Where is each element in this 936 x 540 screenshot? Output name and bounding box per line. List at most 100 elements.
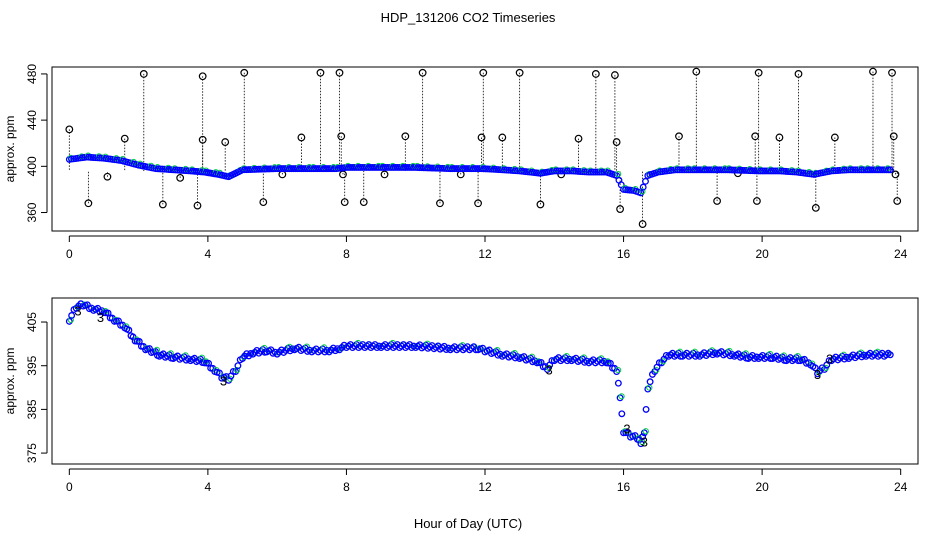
top-spike-point — [380, 170, 389, 179]
top-data-point — [849, 166, 857, 174]
bottom-data-point — [65, 317, 73, 325]
top-spike-point — [612, 138, 621, 146]
top-spike-point — [713, 197, 721, 205]
top-spike-point — [176, 173, 185, 182]
top-spike-point — [675, 132, 683, 141]
top-data-point — [851, 166, 859, 174]
top-spike-point — [536, 200, 545, 209]
bottom-annotation-label: 3 — [74, 303, 81, 318]
bottom-x-tick-label: 0 — [66, 480, 73, 494]
bottom-data-point — [613, 368, 621, 376]
bottom-annotation-label: 3 — [220, 373, 227, 388]
top-spike-point — [359, 198, 368, 207]
top-data-point — [552, 167, 560, 175]
top-spike-point — [591, 70, 600, 78]
top-spike-point — [893, 197, 902, 205]
top-data-point — [550, 167, 558, 175]
top-data-point — [587, 168, 595, 176]
bottom-data-point-alt — [67, 316, 74, 323]
top-spike-point — [477, 133, 486, 142]
bottom-data-point — [618, 410, 626, 418]
top-spike-point — [120, 134, 129, 143]
top-spike-point — [753, 197, 761, 205]
top-data-point — [561, 167, 569, 175]
top-y-tick-label: 480 — [25, 64, 39, 84]
bottom-data-point — [472, 346, 480, 354]
bottom-data-point — [68, 312, 76, 319]
top-spike-point — [193, 201, 202, 210]
bottom-data-point — [811, 364, 819, 372]
top-spike-point — [891, 170, 900, 179]
top-spike-point — [436, 199, 444, 208]
bottom-data-point — [125, 326, 133, 334]
bottom-data-point — [165, 351, 173, 359]
top-data-point-alt — [615, 170, 622, 178]
top-data-point — [674, 166, 682, 174]
top-data-point — [637, 189, 645, 197]
top-spike-point — [869, 67, 877, 76]
bottom-data-point — [639, 433, 647, 441]
bottom-data-point — [234, 362, 242, 370]
bottom-data-point — [642, 405, 650, 413]
bottom-data-point — [655, 359, 663, 367]
figure-title: HDP_131206 CO2 Timeseries — [381, 10, 556, 25]
top-spike-point — [888, 68, 896, 77]
top-spike-point — [616, 205, 624, 213]
top-x-tick-label: 4 — [205, 247, 212, 261]
bottom-data-point — [616, 394, 624, 402]
x-axis-label: Hour of Day (UTC) — [414, 516, 522, 531]
bottom-data-point-alt — [615, 367, 622, 374]
bottom-x-tick-label: 20 — [755, 480, 769, 494]
bottom-data-point-alt — [646, 384, 653, 391]
top-data-point-alt — [639, 188, 646, 195]
top-data-point — [555, 167, 563, 175]
bottom-x-tick-label: 12 — [478, 480, 492, 494]
top-x-tick-label: 0 — [66, 247, 73, 261]
top-spike-point — [498, 133, 507, 142]
top-data-point — [591, 168, 599, 176]
top-data-point — [771, 167, 779, 175]
bottom-data-point — [646, 378, 654, 386]
bottom-y-tick-label: 375 — [25, 443, 39, 463]
top-data-point — [678, 166, 686, 174]
top-spike-point — [474, 199, 482, 208]
top-spike-point — [198, 135, 207, 144]
bottom-data-point — [886, 351, 894, 359]
top-spike-point — [297, 133, 306, 142]
top-spike-point — [754, 68, 763, 77]
top-y-tick-label: 400 — [25, 156, 39, 176]
bottom-annotation-label: 3 — [641, 435, 648, 450]
top-spike-point — [775, 133, 784, 142]
top-spike-point — [692, 67, 701, 76]
top-spike-point — [65, 125, 74, 134]
top-spike-point — [830, 133, 839, 142]
bottom-plot-frame — [51, 297, 919, 465]
top-data-point — [853, 166, 861, 174]
bottom-data-point-alt — [618, 393, 625, 400]
top-data-point — [639, 183, 647, 191]
bottom-x-tick-label: 4 — [205, 480, 212, 494]
bottom-data-point — [622, 429, 630, 437]
top-data-point — [596, 168, 604, 176]
top-spike-point — [103, 172, 112, 181]
top-data-point — [589, 168, 597, 176]
top-data-point — [594, 168, 602, 176]
top-spike-point — [889, 132, 898, 141]
top-data-point — [598, 168, 606, 176]
top-x-tick-label: 20 — [755, 247, 769, 261]
top-data-point — [565, 167, 573, 175]
top-data-point — [847, 166, 855, 174]
top-data-point — [642, 177, 649, 185]
top-data-point — [858, 166, 866, 174]
bottom-data-point — [778, 353, 786, 361]
top-data-point — [559, 167, 567, 175]
top-data-point — [882, 166, 890, 174]
top-data-point — [886, 166, 894, 174]
top-spike-point — [221, 138, 230, 146]
top-x-tick-label: 24 — [894, 247, 908, 261]
top-data-point — [685, 166, 692, 174]
top-data-point — [672, 166, 679, 174]
top-data-point — [680, 166, 688, 174]
top-data-point — [773, 167, 781, 175]
